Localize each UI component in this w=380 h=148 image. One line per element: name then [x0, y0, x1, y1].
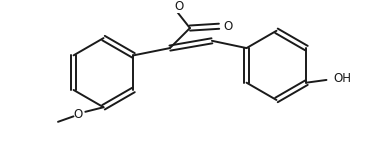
Text: OH: OH [334, 72, 352, 85]
Text: O: O [73, 108, 83, 121]
Text: O: O [174, 0, 184, 13]
Text: O: O [223, 20, 233, 33]
